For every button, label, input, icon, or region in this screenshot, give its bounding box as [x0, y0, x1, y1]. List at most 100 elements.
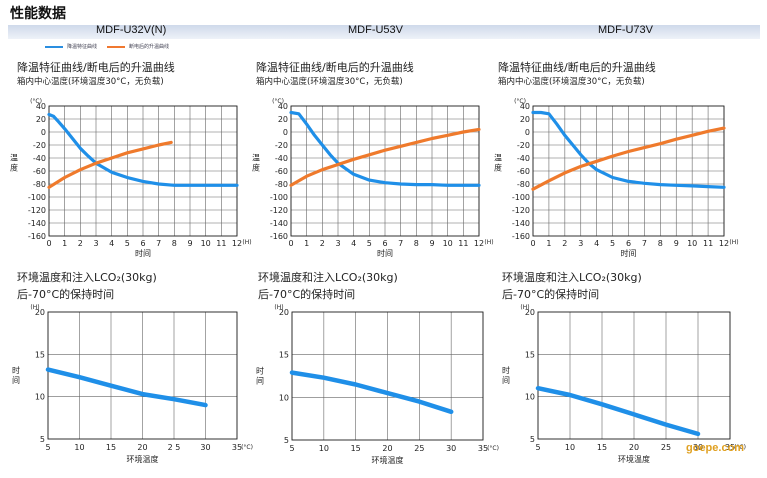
chart2-x-axis-label: 时间	[377, 248, 393, 258]
chart2-ytick-label: 40	[278, 102, 288, 111]
chart2-ytick-label: -140	[270, 219, 288, 228]
chart4-xtick-label: 20	[137, 443, 147, 452]
chart6-xtick-label: 35	[725, 443, 735, 452]
chart4-ytick-label: 5	[40, 435, 45, 444]
chart1-xtick-label: 7	[156, 239, 161, 248]
chart2-y-axis-label: 度	[252, 163, 260, 173]
chart2-ytick-label: -60	[275, 167, 288, 176]
chart2-ytick-label: -40	[275, 154, 288, 163]
chart1-xtick-label: 4	[109, 239, 114, 248]
cooling-subtitle-3: 箱内中心温度(环境温度30°C，无负载)	[498, 77, 645, 87]
chart2-series-cooling-line	[289, 110, 481, 187]
chart5-ytick-label: 10	[279, 393, 289, 402]
cooling-title-3: 降温特征曲线/断电后的升温曲线	[498, 61, 656, 74]
chart6-frame	[537, 311, 731, 440]
chart6-xtick-label: 25	[661, 443, 671, 452]
chart6-y-axis-label: 间	[502, 376, 510, 385]
chart3-ytick-label: -80	[517, 180, 530, 189]
chart2-xtick-label: 4	[351, 239, 356, 248]
chart1-x-axis-label: 时间	[135, 248, 151, 258]
chart3-series-cooling-line	[531, 110, 726, 189]
chart3-xtick-label: 7	[642, 239, 647, 248]
chart4-y-axis-label: 时	[12, 365, 20, 375]
chart4-xtick-label: 30	[200, 443, 210, 452]
chart3-xtick-label: 8	[658, 239, 663, 248]
chart4-frame	[47, 311, 238, 440]
chart1-frame	[48, 105, 238, 237]
chart1-xtick-label: 5	[125, 239, 130, 248]
chart3-ytick-label: -100	[512, 193, 530, 202]
chart1-xtick-label: 12	[232, 239, 242, 248]
cooling-subtitle-2: 箱内中心温度(环境温度30°C，无负载)	[256, 77, 403, 87]
chart4-xtick-label: 10	[74, 443, 84, 452]
chart3-ytick-label: -40	[517, 154, 530, 163]
chart1-ytick-label: -100	[28, 193, 46, 202]
chart1-y-unit: (°C)	[30, 98, 42, 105]
chart2-xtick-label: 12	[474, 239, 484, 248]
chart6-y-axis-label: 时	[502, 365, 510, 375]
chart5-series-hold-line	[289, 370, 454, 415]
chart5-xtick-label: 15	[351, 444, 361, 453]
chart3-ytick-label: -120	[512, 206, 530, 215]
chart1-series-cooling-line	[47, 112, 239, 187]
chart1-ytick-label: 0	[41, 128, 46, 137]
chart1-xtick-label: 8	[172, 239, 177, 248]
chart1-ytick-label: 20	[36, 115, 46, 124]
legend-swatch-cooling	[45, 45, 63, 48]
chart3-xtick-label: 1	[546, 239, 551, 248]
chart1-x-unit: (H)	[242, 239, 251, 246]
chart5-frame	[291, 311, 484, 441]
chart1-xtick-label: 9	[187, 239, 192, 248]
cooling-subtitle-1: 箱内中心温度(环境温度30°C，无负载)	[17, 77, 164, 87]
chart1-xtick-label: 0	[46, 239, 51, 248]
chart4-xtick-label: 15	[106, 443, 116, 452]
chart5-x-unit: (°C)	[487, 445, 499, 452]
model-label-2: MDF-U53V	[348, 24, 404, 36]
chart3-xtick-label: 2	[562, 239, 567, 248]
chart1-ytick-label: 40	[36, 102, 46, 111]
chart2-ytick-label: -100	[270, 193, 288, 202]
chart1-ytick-label: -140	[28, 219, 46, 228]
chart1-y-axis-label: 度	[10, 163, 18, 173]
chart2-x-unit: (H)	[484, 239, 493, 246]
legend-label-warming: 断电后的升温曲线	[129, 44, 170, 50]
chart4-y-axis-label: 间	[12, 376, 20, 385]
chart3-y-axis-label: 度	[494, 163, 502, 173]
chart3-ytick-label: -60	[517, 167, 530, 176]
chart3-xtick-label: 6	[626, 239, 631, 248]
model-label-1: MDF-U32V(N)	[96, 24, 167, 36]
chart2-ytick-label: -80	[275, 180, 288, 189]
chart4-y-unit: (H)	[30, 304, 39, 311]
page-title: 性能数据	[10, 6, 66, 22]
chart3-xtick-label: 10	[687, 239, 697, 248]
chart1-series-warming-line	[47, 140, 173, 189]
chart4-ytick-label: 10	[35, 393, 45, 402]
chart4-ytick-label: 15	[35, 350, 45, 359]
chart6-x-unit: (°C)	[734, 444, 746, 451]
chart5-xtick-label: 10	[319, 444, 329, 453]
chart6-xtick-label: 10	[565, 443, 575, 452]
chart5-xtick-label: 5	[289, 444, 294, 453]
chart2-y-unit: (°C)	[272, 98, 284, 105]
chart6-xtick-label: 15	[597, 443, 607, 452]
chart5-xtick-label: 25	[414, 444, 424, 453]
chart2-xtick-label: 8	[414, 239, 419, 248]
chart2-xtick-label: 0	[288, 239, 293, 248]
chart3-xtick-label: 12	[719, 239, 729, 248]
legend-swatch-warming	[107, 45, 126, 48]
chart4-xtick-label: 2 5	[168, 443, 181, 452]
chart6-ytick-label: 20	[525, 308, 535, 317]
chart6-ytick-label: 5	[530, 435, 535, 444]
chart4-x-unit: (°C)	[241, 444, 253, 451]
chart2-xtick-label: 1	[304, 239, 309, 248]
chart5-ytick-label: 20	[279, 308, 289, 317]
chart1-xtick-label: 6	[140, 239, 145, 248]
chart3-xtick-label: 0	[530, 239, 535, 248]
chart3-frame	[532, 105, 725, 237]
chart4-x-axis-label: 环境温度	[127, 454, 159, 464]
chart5-y-unit: (H)	[274, 304, 283, 311]
chart2-xtick-label: 10	[443, 239, 453, 248]
chart6-xtick-label: 30	[693, 443, 703, 452]
header-band	[8, 25, 760, 39]
